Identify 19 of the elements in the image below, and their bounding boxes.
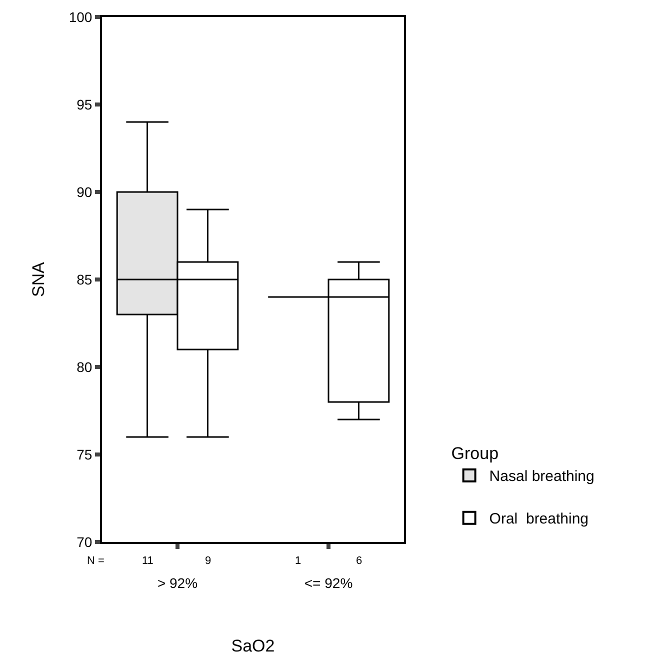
- y-tick-label: 70: [76, 534, 92, 550]
- text: 9: [205, 555, 212, 567]
- y-tick-label: 75: [76, 446, 92, 462]
- y-tick-label: 80: [76, 358, 92, 375]
- text: 11: [142, 555, 154, 567]
- y-tick-label: 100: [68, 8, 92, 25]
- text: 1: [295, 555, 302, 567]
- y-axis-title: SNA: [28, 261, 48, 297]
- y-tick-label: 90: [76, 184, 92, 200]
- x-tick-label: <= 92%: [304, 574, 353, 591]
- text: N =: [87, 555, 104, 567]
- y-tick-label: 95: [76, 96, 92, 112]
- y-tick-label: 85: [76, 271, 92, 288]
- x-axis-title: SaO2: [231, 636, 275, 656]
- text: 6: [356, 555, 362, 567]
- legend-label: Oral breathing: [489, 510, 589, 528]
- legend-label: Nasal breathing: [489, 468, 594, 486]
- legend-title: Group: [451, 444, 499, 464]
- x-tick-label: > 92%: [157, 574, 198, 591]
